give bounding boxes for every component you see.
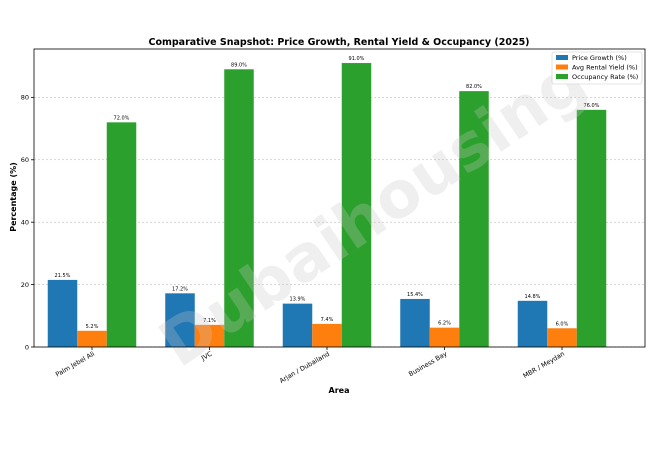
data-label: 6.0% bbox=[556, 321, 569, 327]
bar bbox=[47, 279, 78, 347]
bar bbox=[400, 298, 430, 347]
bar bbox=[547, 328, 577, 347]
bar bbox=[341, 63, 372, 348]
bar bbox=[459, 91, 489, 347]
bar bbox=[194, 324, 225, 347]
bar bbox=[282, 303, 313, 347]
data-label: 17.2% bbox=[172, 286, 188, 292]
bar bbox=[576, 109, 607, 347]
data-label: 82.0% bbox=[466, 84, 482, 90]
y-axis-label: Percentage (%) bbox=[9, 162, 18, 232]
data-label: 72.0% bbox=[114, 115, 130, 121]
data-label: 15.4% bbox=[407, 292, 423, 298]
legend-label: Avg Rental Yield (%) bbox=[572, 64, 638, 72]
y-tick-label: 20 bbox=[21, 281, 29, 289]
data-label: 21.5% bbox=[55, 273, 71, 279]
data-label: 14.8% bbox=[525, 294, 541, 300]
bar bbox=[165, 293, 195, 347]
legend-box bbox=[551, 51, 643, 85]
y-tick-label: 0 bbox=[25, 343, 29, 351]
data-label: 7.1% bbox=[203, 318, 216, 324]
data-label: 6.2% bbox=[438, 321, 451, 327]
bar bbox=[429, 327, 460, 347]
x-axis-label: Area bbox=[329, 386, 350, 395]
bar bbox=[312, 323, 342, 347]
plot-frame bbox=[33, 48, 646, 348]
legend-swatch bbox=[556, 74, 568, 79]
data-label: 89.0% bbox=[231, 62, 247, 68]
y-tick-label: 40 bbox=[21, 218, 29, 226]
legend-swatch bbox=[556, 64, 568, 70]
data-label: 76.0% bbox=[584, 103, 600, 109]
data-label: 5.2% bbox=[86, 324, 99, 330]
bar bbox=[224, 69, 254, 348]
bars bbox=[47, 63, 607, 348]
bar bbox=[517, 300, 548, 347]
legend-swatch bbox=[556, 55, 568, 60]
data-label: 13.9% bbox=[290, 297, 306, 303]
bar bbox=[106, 122, 137, 348]
legend: Price Growth (%) Avg Rental Yield (%)Occu… bbox=[551, 51, 643, 85]
y-tick-label: 60 bbox=[21, 156, 29, 164]
data-label: 7.4% bbox=[321, 317, 334, 323]
data-labels: 21.5% 5.2% 72.0% 17.2% 7.1% 89.0% 13.9% 7.4% 91.… bbox=[55, 56, 600, 330]
data-label: 91.0% bbox=[349, 56, 365, 62]
legend-label: Price Growth (%) bbox=[572, 54, 627, 62]
legend-label: Occupancy Rate (%) bbox=[572, 73, 638, 81]
y-tick-label: 80 bbox=[21, 94, 29, 102]
bar bbox=[77, 330, 107, 347]
chart-title: Comparative Snapshot: Price Growth, Rent… bbox=[148, 37, 529, 48]
